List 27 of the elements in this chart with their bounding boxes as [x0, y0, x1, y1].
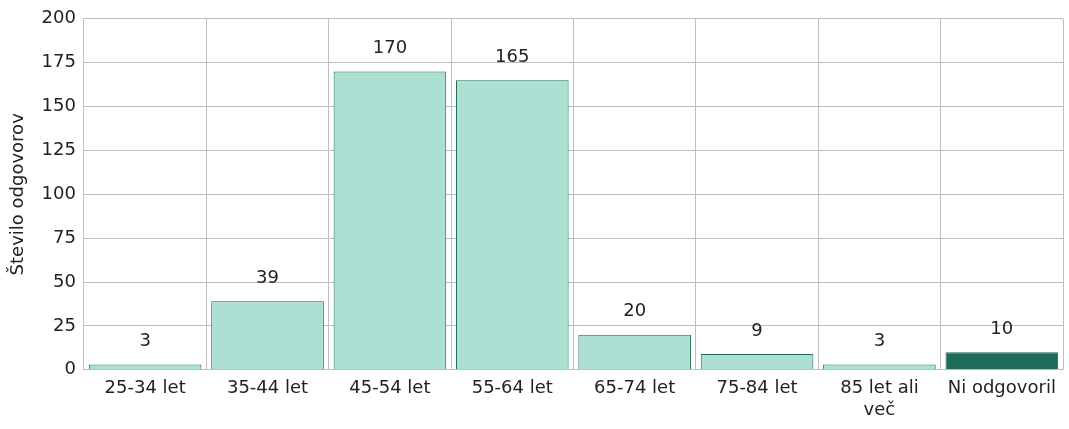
- x-tick-label: 55-64 let: [471, 376, 553, 398]
- y-tick-label: 125: [41, 138, 76, 160]
- data-label: 3: [139, 329, 151, 351]
- y-tick-label: 150: [41, 94, 76, 116]
- y-tick-label: 0: [64, 357, 76, 379]
- y-axis-title: Število odgovorov: [6, 112, 28, 276]
- data-label: 39: [256, 266, 279, 288]
- data-label: 165: [495, 44, 530, 66]
- y-tick-label: 100: [41, 181, 76, 203]
- y-tick-label: 25: [53, 313, 76, 335]
- y-tick-label: 175: [41, 50, 76, 72]
- x-tick-label: 75-84 let: [716, 376, 798, 398]
- y-tick-label: 75: [53, 225, 76, 247]
- data-label: 10: [990, 316, 1014, 338]
- x-tick-label: 35-44 let: [226, 376, 309, 398]
- data-label: 170: [372, 36, 408, 58]
- y-tick-label: 50: [53, 269, 76, 291]
- x-tick-label: 65-74 let: [594, 376, 676, 398]
- y-tick-label: 200: [41, 6, 76, 28]
- x-tick-label: 85 let ali več: [840, 376, 919, 419]
- x-tick-label: Ni odgovoril: [947, 376, 1056, 398]
- data-label: 9: [751, 318, 763, 340]
- x-tick-label: 45-54 let: [349, 376, 431, 398]
- bar: [945, 352, 1059, 370]
- data-label: 20: [623, 299, 647, 321]
- data-label: 3: [873, 329, 886, 351]
- x-tick-label: 25-34 let: [104, 376, 186, 398]
